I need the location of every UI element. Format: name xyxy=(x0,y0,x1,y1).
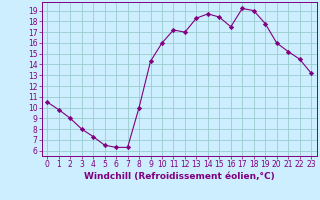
X-axis label: Windchill (Refroidissement éolien,°C): Windchill (Refroidissement éolien,°C) xyxy=(84,172,275,181)
